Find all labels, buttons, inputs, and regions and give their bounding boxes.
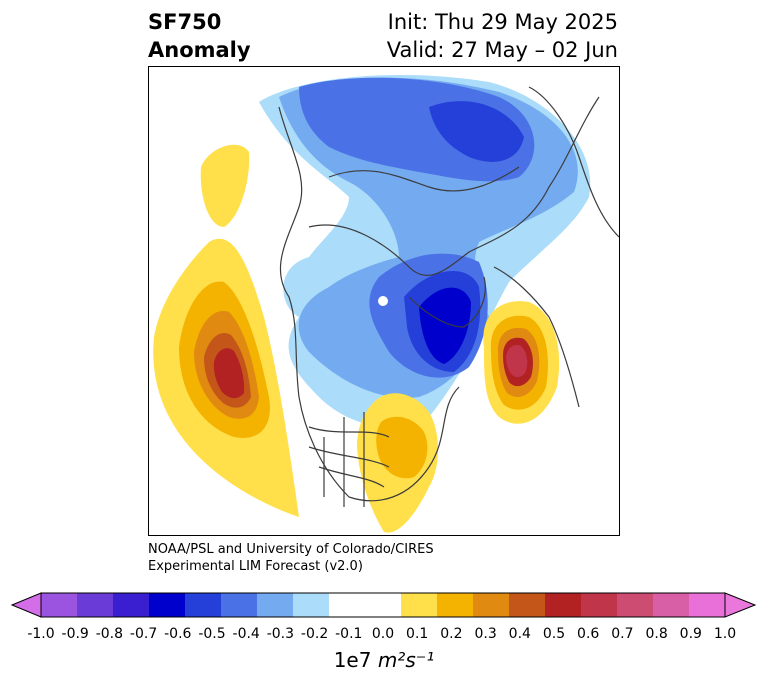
colorbar-tick-label: -0.2 [300, 626, 329, 642]
pos-contour-atl-0.6 [506, 345, 528, 378]
colorbar-cell [257, 593, 294, 617]
colorbar-cell [617, 593, 654, 617]
units-prefix: 1e7 [333, 648, 378, 672]
colorbar-tick-label: -0.3 [266, 626, 295, 642]
title-type: Anomaly [148, 38, 251, 62]
colorbar-cell [365, 593, 402, 617]
colorbar-ticks: -1.0 -0.9 -0.8 -0.7 -0.6 -0.5 -0.4 -0.3 -0.2 -0.1… [0, 626, 768, 644]
colorbar-cell [401, 593, 438, 617]
colorbar-cell [437, 593, 474, 617]
colorbar-cell [581, 593, 618, 617]
pos-contour-na-0.2 [376, 416, 428, 479]
colorbar-tick-label: 0.6 [577, 626, 600, 642]
colorbar-tick-label: 0.9 [679, 626, 702, 642]
colorbar-outline [40, 592, 726, 618]
credit-line1: NOAA/PSL and University of Colorado/CIRE… [148, 542, 434, 557]
title-block: SF750 Anomaly [148, 8, 251, 64]
date-block: Init: Thu 29 May 2025 Valid: 27 May – 02… [387, 8, 618, 64]
colorbar-cell [653, 593, 690, 617]
colorbar-tick-label: 0.3 [474, 626, 497, 642]
colorbar-tick-label: -0.8 [95, 626, 124, 642]
colorbar-tick-label: -0.1 [335, 626, 363, 642]
colorbar-cell [509, 593, 546, 617]
colorbar-cell [329, 593, 366, 617]
anomaly-map [153, 74, 619, 533]
colorbar-cell [473, 593, 510, 617]
colorbar-tick-label: -0.6 [164, 626, 192, 642]
coastlines [278, 86, 619, 507]
init-date: Init: Thu 29 May 2025 [387, 10, 618, 34]
colorbar-tick-label: 1.0 [713, 626, 737, 642]
valid-range: Valid: 27 May – 02 Jun [386, 38, 618, 62]
map-panel [148, 66, 620, 536]
units-math: m²s⁻¹ [377, 648, 435, 672]
colorbar-tick-label: -0.5 [198, 626, 226, 642]
colorbar-tick-label: 0.2 [440, 626, 463, 642]
title-variable: SF750 [148, 10, 222, 34]
neg-contour-0.4 [429, 101, 524, 162]
colorbar-tick-label: 0.5 [542, 626, 566, 642]
colorbar-cell [545, 593, 582, 617]
colorbar-tick-label: -0.9 [61, 626, 89, 642]
colorbar-tick-label: 0.7 [611, 626, 634, 642]
colorbar [10, 592, 757, 618]
colorbar-tick-label: 0.1 [406, 626, 429, 642]
colorbar-cell [185, 593, 222, 617]
colorbar-tick-label: -1.0 [27, 626, 55, 642]
colorbar-cell [41, 593, 78, 617]
pole-marker [378, 296, 388, 306]
colorbar-tick-label: -0.7 [129, 626, 158, 642]
colorbar-cell [293, 593, 330, 617]
colorbar-high-extend [724, 592, 757, 618]
colorbar-cell [221, 593, 258, 617]
colorbar-low-extend [10, 592, 42, 618]
colorbar-cell [113, 593, 150, 617]
colorbar-cell [149, 593, 186, 617]
pos-contour-aleutian [200, 144, 250, 227]
credit-line2: Experimental LIM Forecast (v2.0) [148, 559, 363, 574]
pos-contour-pac-0.5 [213, 348, 245, 399]
colorbar-tick-label: 0.4 [508, 626, 531, 642]
credit-block: NOAA/PSL and University of Colorado/CIRE… [148, 541, 434, 575]
colorbar-tick-label: -0.4 [232, 626, 260, 642]
colorbar-cell [77, 593, 114, 617]
colorbar-cell [689, 593, 726, 617]
neg-contour-0.6 [419, 287, 471, 364]
colorbar-tick-label: 0.8 [645, 626, 668, 642]
colorbar-tick-label: 0.0 [371, 626, 395, 642]
colorbar-units: 1e7 m²s⁻¹ [0, 648, 768, 672]
